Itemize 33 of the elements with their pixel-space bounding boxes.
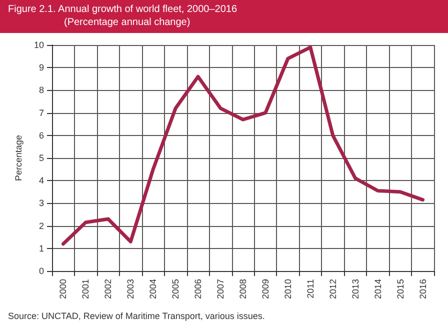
y-tick-label: 8 xyxy=(38,85,44,96)
x-tick-label: 2013 xyxy=(350,279,360,300)
x-tick-label: 2005 xyxy=(170,279,181,300)
x-tick-label: 2015 xyxy=(395,279,406,300)
y-tick-label: 2 xyxy=(38,220,44,231)
line-series xyxy=(61,46,425,246)
x-tick-label: 2010 xyxy=(282,279,293,300)
x-tick-label: 2007 xyxy=(216,279,226,300)
x-tick-label: 2009 xyxy=(260,279,270,300)
y-axis-title: Percentage xyxy=(14,134,24,182)
y-tick-label: 5 xyxy=(38,153,44,163)
x-tick-label: 2000 xyxy=(58,279,68,300)
x-tick-label: 2016 xyxy=(418,279,428,300)
y-tick-label: 6 xyxy=(38,130,44,140)
chart-subtitle: (Percentage annual change) xyxy=(63,16,192,29)
chart-title: Figure 2.1. Annual growth of world fleet, 2000–2016 xyxy=(8,3,238,16)
x-tick-label: 2012 xyxy=(328,279,338,300)
y-tick-label: 0 xyxy=(38,266,44,276)
y-tick-label: 10 xyxy=(34,40,44,50)
y-tick-label: 4 xyxy=(38,176,44,186)
x-tick-label: 2002 xyxy=(103,279,114,300)
x-tick-label: 2008 xyxy=(238,279,248,300)
x-tick-label: 2003 xyxy=(126,279,136,300)
source-note: Source: UNCTAD, Review of Maritime Transport, various issues. xyxy=(7,311,266,321)
y-tick-label: 3 xyxy=(38,198,44,208)
y-tick-label: 7 xyxy=(38,108,44,118)
x-tick-label: 2004 xyxy=(148,279,158,300)
x-tick-label: 2014 xyxy=(372,279,383,300)
y-tick-label: 9 xyxy=(38,62,44,73)
x-tick-label: 2006 xyxy=(193,279,204,300)
x-tick-label: 2001 xyxy=(80,279,91,300)
y-tick-label: 1 xyxy=(38,243,44,254)
x-tick-label: 2011 xyxy=(305,279,316,298)
